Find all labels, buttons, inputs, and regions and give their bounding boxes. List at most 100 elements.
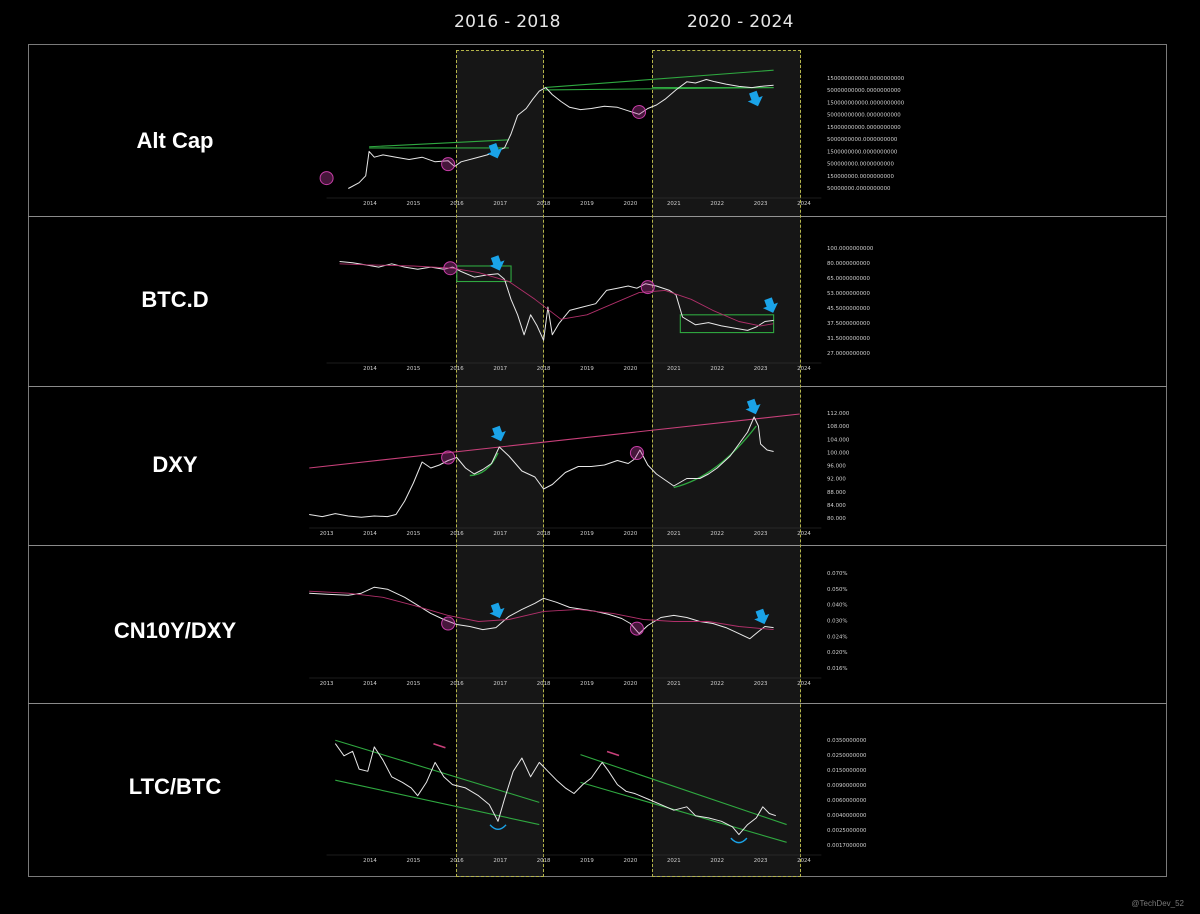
x-tick-label: 2018 — [537, 366, 551, 372]
period-label-2020-2024: 2020 - 2024 — [687, 12, 794, 32]
trendline — [580, 754, 787, 826]
x-tick-label: 2022 — [710, 531, 724, 537]
x-tick-label: 2021 — [667, 201, 681, 207]
x-tick-label: 2015 — [407, 201, 421, 207]
bottom-arc — [489, 824, 507, 830]
y-tick-label: 0.0150000000 — [827, 768, 867, 774]
y-tick-label: 0.020% — [827, 650, 848, 656]
moving-average-line — [309, 590, 774, 631]
chart-frame — [28, 44, 1167, 877]
highlight-circle — [443, 261, 458, 276]
y-tick-label: 53.0000000000 — [827, 291, 870, 297]
price-line — [309, 586, 774, 640]
arrow-shape — [489, 602, 505, 619]
x-tick-label: 2020 — [624, 531, 638, 537]
y-tick-label: 80.0000000000 — [827, 261, 870, 267]
y-tick-label: 1500000000.0000000000 — [827, 149, 898, 155]
panel-title-dxy: DXY — [152, 452, 198, 477]
y-tick-label: 0.0017000000 — [827, 843, 867, 849]
y-tick-label: 500000000.0000000000 — [827, 162, 894, 168]
arrow-icon — [490, 425, 506, 442]
period-label-2016-2018: 2016 - 2018 — [454, 12, 561, 32]
highlight-circle — [629, 446, 644, 460]
x-tick-label: 2019 — [580, 681, 594, 687]
top-marker — [606, 750, 620, 757]
y-tick-label: 112.000 — [827, 411, 850, 417]
x-tick-label: 2016 — [450, 681, 464, 687]
x-tick-label: 2017 — [493, 531, 507, 537]
x-tick-label: 2016 — [450, 201, 464, 207]
y-tick-label: 150000000.0000000000 — [827, 174, 894, 180]
panel-separator — [28, 216, 1167, 217]
price-line — [334, 743, 776, 836]
y-tick-label: 0.040% — [827, 603, 848, 609]
panel-title-ltc-btc: LTC/BTC — [128, 774, 222, 799]
arrow-shape — [747, 90, 763, 107]
panel-separator — [28, 545, 1167, 546]
parabolic-curve — [673, 425, 757, 489]
x-tick-label: 2015 — [407, 681, 421, 687]
y-tick-label: 0.0025000000 — [827, 828, 867, 834]
x-tick-label: 2016 — [450, 531, 464, 537]
panel-title-cn10y-dxy: CN10Y/DXY — [113, 618, 237, 643]
x-tick-label: 2014 — [363, 681, 377, 687]
highlight-circle — [441, 157, 456, 172]
x-tick-label: 2014 — [363, 858, 377, 864]
y-tick-label: 50000000000.0000000000 — [827, 88, 901, 94]
y-tick-label: 108.000 — [827, 424, 850, 430]
x-tick-label: 2014 — [363, 366, 377, 372]
ltc-btc-chart: 2014 2015 2016 2017 2018 2019 2020 2021 2022 2023… — [326, 738, 867, 864]
y-tick-label: 100.000 — [827, 450, 850, 456]
x-tick-label: 2020 — [624, 681, 638, 687]
trendline — [309, 413, 800, 469]
x-tick-label: 2016 — [450, 858, 464, 864]
price-line — [339, 261, 774, 341]
x-tick-label: 2022 — [710, 201, 724, 207]
panel-separator — [28, 703, 1167, 704]
cn10y-dxy-chart: 2013 2014 2015 2016 2017 2018 2019 2020 2021 2022… — [309, 571, 848, 687]
x-tick-label: 2013 — [320, 531, 334, 537]
y-tick-label: 27.0000000000 — [827, 351, 870, 357]
moving-average-line — [339, 263, 774, 327]
trendline — [580, 781, 787, 843]
highlight-circle — [441, 450, 456, 465]
x-tick-label: 2018 — [537, 531, 551, 537]
trendline — [369, 139, 509, 148]
y-tick-label: 84.000 — [827, 503, 846, 509]
x-tick-label: 2022 — [710, 681, 724, 687]
highlight-2016-2018 — [455, 50, 545, 877]
arrow-icon — [745, 398, 761, 415]
y-tick-label: 150000000000.0000000000 — [827, 76, 905, 82]
x-tick-label: 2024 — [797, 366, 811, 372]
x-tick-label: 2019 — [580, 858, 594, 864]
y-tick-label: 88.000 — [827, 490, 846, 496]
dxy-chart: 2013 2014 2015 2016 2017 2018 2019 2020 2021 2022… — [309, 398, 850, 537]
x-tick-label: 2022 — [710, 366, 724, 372]
arrow-shape — [745, 398, 761, 415]
x-tick-label: 2015 — [407, 531, 421, 537]
highlight-circle — [319, 171, 334, 186]
x-tick-label: 2017 — [493, 201, 507, 207]
x-tick-label: 2023 — [754, 531, 768, 537]
y-tick-label: 0.016% — [827, 666, 848, 672]
x-tick-label: 2018 — [537, 858, 551, 864]
y-tick-label: 15000000000.0000000000 — [827, 125, 901, 131]
x-tick-label: 2021 — [667, 681, 681, 687]
x-tick-label: 2016 — [450, 366, 464, 372]
x-tick-label: 2021 — [667, 366, 681, 372]
y-tick-label: 0.0350000000 — [827, 738, 867, 744]
arrow-shape — [754, 608, 770, 625]
y-tick-label: 150000000000.0000000000 — [827, 100, 905, 106]
highlight-circle — [629, 621, 644, 636]
arrow-icon — [747, 90, 763, 107]
y-tick-label: 96.000 — [827, 464, 846, 470]
x-tick-label: 2018 — [537, 201, 551, 207]
y-tick-label: 65.0000000000 — [827, 276, 870, 282]
arrow-icon — [489, 602, 505, 619]
bottom-arc — [730, 837, 748, 844]
y-tick-label: 45.5000000000 — [827, 306, 870, 312]
x-tick-label: 2017 — [493, 681, 507, 687]
alt-cap-chart: 2014 2015 2016 2017 2018 2019 2020 2021 2022 2023… — [319, 69, 905, 207]
arrow-icon — [489, 255, 505, 271]
btc-d-chart: 2014 2015 2016 2017 2018 2019 2020 2021 2022 2023… — [326, 246, 874, 372]
